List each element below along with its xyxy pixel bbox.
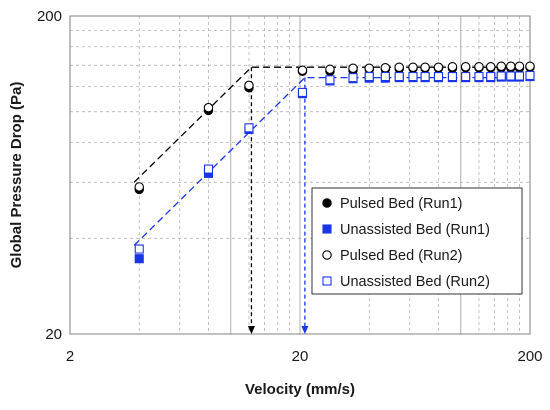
point-series3-6 <box>364 72 374 82</box>
plot-area-border <box>69 15 531 335</box>
point-series2-1 <box>203 102 214 113</box>
point-series3-8 <box>394 72 404 82</box>
reference-arrows <box>247 67 309 334</box>
point-series2-17 <box>506 61 516 71</box>
point-series3-18 <box>514 71 525 81</box>
point-series2-14 <box>474 61 484 72</box>
point-series2-0 <box>134 182 144 192</box>
point-series3-13 <box>461 72 471 82</box>
point-series3-11 <box>433 72 444 82</box>
point-series3-5 <box>348 73 358 83</box>
point-series2-3 <box>297 65 308 76</box>
point-series3-7 <box>380 72 390 82</box>
point-series3-10 <box>420 72 430 82</box>
point-series2-8 <box>394 62 404 72</box>
point-series3-3 <box>297 87 308 97</box>
point-series3-12 <box>447 72 457 82</box>
x-tick-label-1: 20 <box>292 348 309 365</box>
legend-marker-2 <box>322 250 332 260</box>
point-series2-2 <box>244 80 254 91</box>
point-series3-2 <box>244 123 254 133</box>
point-series1-0 <box>134 254 144 264</box>
x-axis-label: Velocity (mm/s) <box>245 381 355 398</box>
x-tick-label-0: 2 <box>66 348 74 365</box>
point-series3-0 <box>134 244 144 254</box>
point-series2-12 <box>447 61 458 72</box>
point-series2-5 <box>348 63 358 74</box>
point-series3-14 <box>474 72 484 82</box>
y-tick-label-0: 20 <box>45 326 62 343</box>
legend-label-1: Unassisted Bed (Run1) <box>340 222 490 238</box>
y-axis-label: Global Pressure Drop (Pa) <box>8 82 25 269</box>
legend-marker-1 <box>322 224 332 234</box>
legend-label-0: Pulsed Bed (Run1) <box>340 196 463 212</box>
x-tick-label-2: 200 <box>517 348 542 365</box>
point-series2-18 <box>514 61 525 71</box>
point-series3-15 <box>486 72 496 82</box>
point-series2-15 <box>485 61 496 72</box>
data-points <box>134 61 535 264</box>
legend-marker-0 <box>322 198 332 208</box>
reference-arrow-head-0 <box>247 326 255 334</box>
legend-marker-3 <box>322 276 332 286</box>
point-series2-10 <box>420 62 430 72</box>
point-series2-7 <box>380 62 391 73</box>
point-series2-16 <box>496 61 507 71</box>
legend-box <box>311 187 523 295</box>
y-tick-label-1: 200 <box>37 8 62 25</box>
point-series3-16 <box>496 71 506 81</box>
point-series2-6 <box>364 63 374 74</box>
legend-label-2: Pulsed Bed (Run2) <box>340 248 463 264</box>
point-series3-9 <box>408 72 418 82</box>
legend: Pulsed Bed (Run1) Unassisted Bed (Run1) Pu… <box>311 187 523 295</box>
point-series3-4 <box>325 75 335 85</box>
point-series2-4 <box>325 64 335 75</box>
point-series2-11 <box>433 62 444 72</box>
point-series2-19 <box>525 61 535 71</box>
point-series2-13 <box>460 61 471 72</box>
point-series3-19 <box>525 70 535 81</box>
legend-label-3: Unassisted Bed (Run2) <box>340 274 490 290</box>
reference-arrow-head-1 <box>301 326 309 334</box>
point-series3-17 <box>506 71 516 81</box>
point-series3-1 <box>203 164 214 174</box>
point-series2-9 <box>408 62 418 72</box>
